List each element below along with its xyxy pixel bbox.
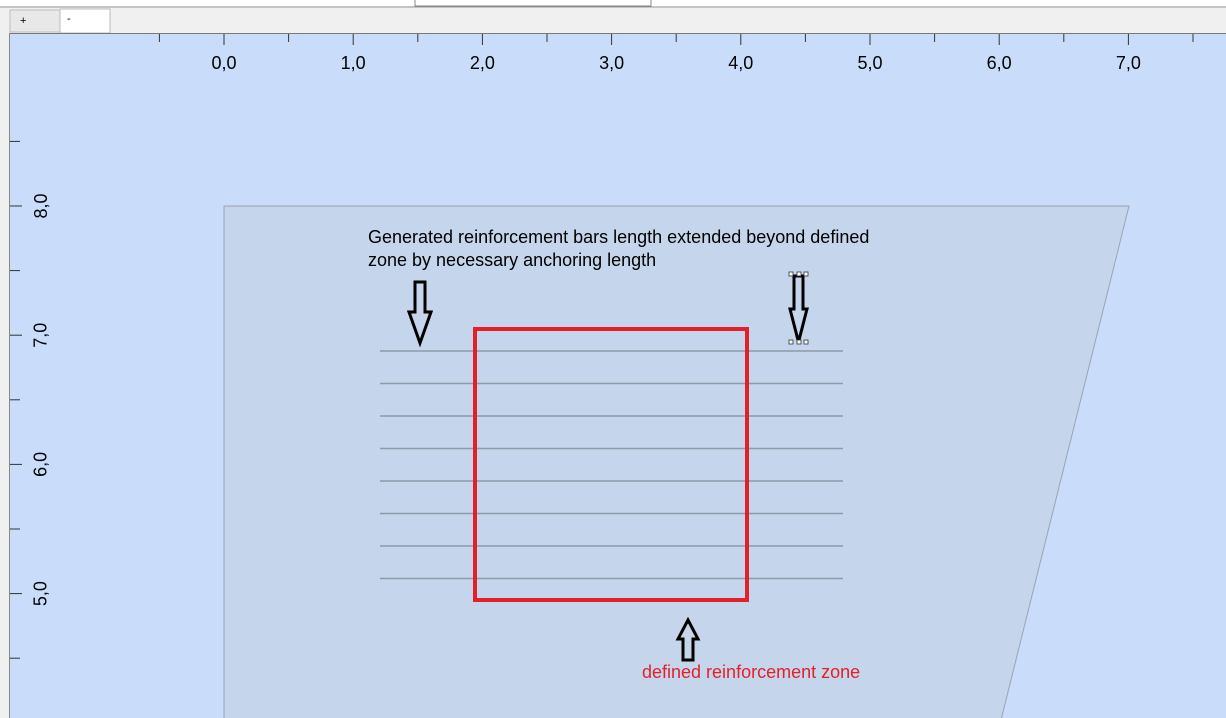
ruler-label: 3,0 [599,53,624,73]
tab-bar [0,8,1226,33]
arrow-down-selected[interactable] [788,274,809,343]
input-box[interactable] [414,0,652,7]
ruler-label: 7,0 [31,323,51,348]
reinforcement-bars [380,350,843,580]
annotation[interactable]: Generated reinforcement bars length exte… [368,227,869,247]
ruler-label: 7,0 [1116,53,1141,73]
left-bar [0,33,10,718]
section-shape[interactable] [223,205,1130,718]
ruler-label: 4,0 [728,53,753,73]
tab-label[interactable]: + [20,15,26,27]
tab-label[interactable]: - [67,13,71,25]
ruler-label: 5,0 [857,53,882,73]
reinforcement-zone[interactable] [473,327,749,602]
tab[interactable] [9,9,61,33]
arrow-up[interactable] [675,616,701,662]
ruler-label: 6,0 [31,452,51,477]
arrow-down[interactable] [406,280,434,348]
ruler-label: 2,0 [470,53,495,73]
ruler-label: 1,0 [341,53,366,73]
zone-label[interactable]: defined reinforcement zone [642,662,860,682]
annotation[interactable]: zone by necessary anchoring length [368,250,656,270]
ruler-label: 8,0 [31,193,51,218]
rulers: 0,0 1,0 2,0 3,0 4,0 5,0 6,0 7,0 8,0 7,0 6,0 5,0 [10,34,1194,659]
ruler-label: 5,0 [31,581,51,606]
ruler-label: 0,0 [211,53,236,73]
selection-handles [788,271,809,345]
ruler-label: 6,0 [987,53,1012,73]
